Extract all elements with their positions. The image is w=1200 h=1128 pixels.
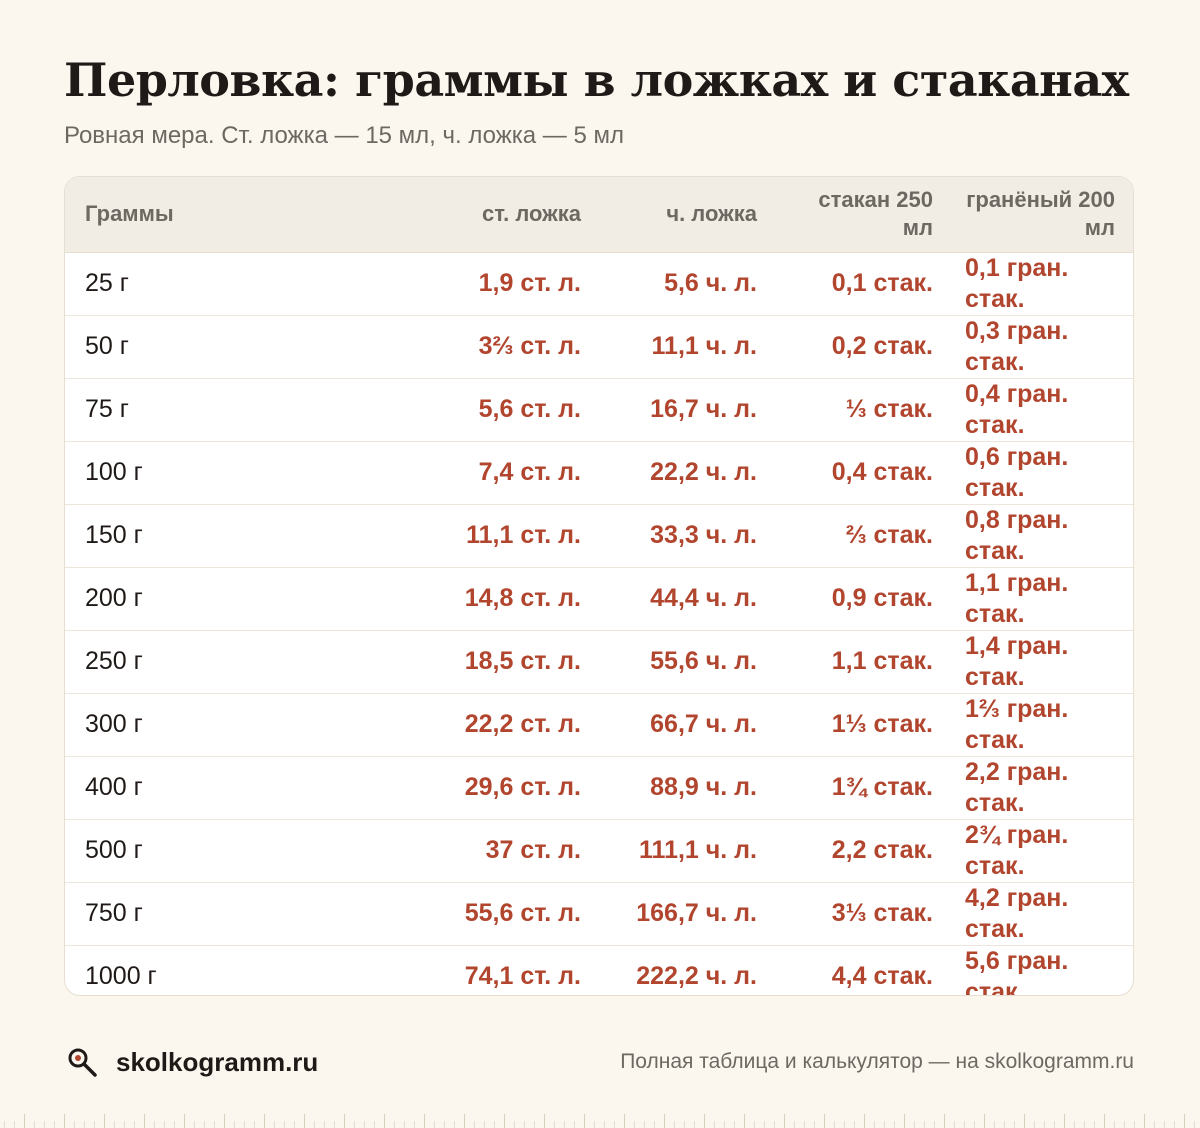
cell-glass-250: 0,4 стак. — [777, 440, 953, 504]
cell-faceted-glass-200: 0,8 гран. стак. — [953, 503, 1133, 567]
cell-teaspoon: 44,4 ч. л. — [601, 566, 777, 630]
table-row: 75 г 5,6 ст. л. 16,7 ч. л. ⅓ стак. 0,4 гран.… — [65, 377, 1133, 441]
page-subtitle: Ровная мера. Ст. ложка — 15 мл, ч. ложка… — [64, 122, 624, 149]
cell-teaspoon: 22,2 ч. л. — [601, 440, 777, 504]
cell-teaspoon: 222,2 ч. л. — [601, 944, 777, 995]
cell-grams: 25 г — [85, 269, 129, 297]
column-header-faceted-glass-200: гранёный 200 мл — [953, 177, 1133, 253]
cell-glass-250: 4,4 стак. — [777, 944, 953, 995]
cell-grams: 750 г — [65, 881, 365, 945]
cell-grams: 500 г — [65, 818, 365, 882]
cell-glass-250: 1¾ стак. — [777, 755, 953, 819]
cell-tablespoon: 1,9 ст. л. — [478, 269, 581, 297]
column-header-glass-250: стакан 250 мл — [777, 177, 953, 253]
cell-grams: 300 г — [65, 692, 365, 756]
cell-faceted-glass-200: 0,6 гран. стак. — [953, 440, 1133, 504]
footer-logo[interactable]: skolkogramm.ru — [64, 1042, 318, 1082]
cell-teaspoon: 55,6 ч. л. — [601, 629, 777, 693]
cell-grams: 75 г — [65, 377, 365, 441]
cell-glass-250: 0,1 стак. — [831, 269, 933, 297]
table-row: 100 г 7,4 ст. л. 22,2 ч. л. 0,4 стак. 0,6 гр… — [65, 440, 1133, 504]
table-row: 25 г 1,9 ст. л. 5,6 ч. л. 0,1 стак. 0,1 гран… — [65, 252, 1133, 315]
column-header-tablespoon: ст. ложка — [365, 177, 601, 253]
cell-tablespoon: 5,6 ст. л. — [365, 377, 601, 441]
table-row: 500 г 37 ст. л. 111,1 ч. л. 2,2 стак. 2¾ гра… — [65, 818, 1133, 882]
cell-teaspoon: 166,7 ч. л. — [601, 881, 777, 945]
conversion-table: Граммы ст. ложка ч. ложка стакан 250 мл … — [65, 177, 1133, 995]
cell-teaspoon: 33,3 ч. л. — [601, 503, 777, 567]
page-title: Перловка: граммы в ложках и стаканах — [64, 53, 1129, 107]
cell-faceted-glass-200: 0,3 гран. стак. — [953, 314, 1133, 378]
cell-grams: 250 г — [65, 629, 365, 693]
footer-note: Полная таблица и калькулятор — на skolko… — [620, 1050, 1134, 1073]
column-header-grams: Граммы — [65, 177, 365, 253]
cell-teaspoon: 16,7 ч. л. — [601, 377, 777, 441]
site-name[interactable]: skolkogramm.ru — [116, 1046, 319, 1077]
cell-grams: 50 г — [65, 314, 365, 378]
cell-grams: 150 г — [65, 503, 365, 567]
cell-tablespoon: 14,8 ст. л. — [365, 566, 601, 630]
cell-glass-250: ⅓ стак. — [777, 377, 953, 441]
cell-glass-250: 0,9 стак. — [777, 566, 953, 630]
cell-faceted-glass-200: 2,2 гран. стак. — [953, 755, 1133, 819]
cell-faceted-glass-200: 1⅔ гран. стак. — [953, 692, 1133, 756]
magnifier-icon — [68, 1048, 97, 1077]
column-header-teaspoon: ч. ложка — [601, 177, 777, 253]
cell-faceted-glass-200: 0,4 гран. стак. — [953, 377, 1133, 441]
cell-grams: 400 г — [65, 755, 365, 819]
table-body: 25 г 1,9 ст. л. 5,6 ч. л. 0,1 стак. 0,1 гран… — [65, 252, 1133, 995]
cell-grams: 1000 г — [65, 944, 365, 995]
table-row: 200 г 14,8 ст. л. 44,4 ч. л. 0,9 стак. 1,1 г… — [65, 566, 1133, 630]
table-header-row: Граммы ст. ложка ч. ложка стакан 250 мл … — [65, 177, 1133, 253]
cell-teaspoon: 111,1 ч. л. — [601, 818, 777, 882]
cell-faceted-glass-200: 1,4 гран. стак. — [953, 629, 1133, 693]
cell-glass-250: 0,2 стак. — [777, 314, 953, 378]
cell-tablespoon: 7,4 ст. л. — [365, 440, 601, 504]
table-row: 1000 г 74,1 ст. л. 222,2 ч. л. 4,4 стак. 5,6… — [65, 944, 1133, 995]
table-row: 50 г 3⅔ ст. л. 11,1 ч. л. 0,2 стак. 0,3 гран… — [65, 314, 1133, 378]
cell-faceted-glass-200: 0,1 гран. стак. — [965, 253, 1069, 313]
cell-teaspoon: 88,9 ч. л. — [601, 755, 777, 819]
cell-glass-250: ⅔ стак. — [777, 503, 953, 567]
cell-tablespoon: 74,1 ст. л. — [365, 944, 601, 995]
cell-tablespoon: 3⅔ ст. л. — [365, 314, 601, 378]
cell-faceted-glass-200: 5,6 гран. стак. — [953, 944, 1133, 995]
cell-teaspoon: 11,1 ч. л. — [601, 314, 777, 378]
cell-glass-250: 3⅓ стак. — [777, 881, 953, 945]
cell-glass-250: 1,1 стак. — [777, 629, 953, 693]
cell-grams: 100 г — [65, 440, 365, 504]
cell-glass-250: 1⅓ стак. — [777, 692, 953, 756]
cell-faceted-glass-200: 4,2 гран. стак. — [953, 881, 1133, 945]
cell-glass-250: 2,2 стак. — [777, 818, 953, 882]
cell-tablespoon: 29,6 ст. л. — [365, 755, 601, 819]
cell-faceted-glass-200: 1,1 гран. стак. — [953, 566, 1133, 630]
cell-tablespoon: 18,5 ст. л. — [365, 629, 601, 693]
table-row: 400 г 29,6 ст. л. 88,9 ч. л. 1¾ стак. 2,2 гр… — [65, 755, 1133, 819]
cell-tablespoon: 37 ст. л. — [365, 818, 601, 882]
cell-teaspoon: 66,7 ч. л. — [601, 692, 777, 756]
cell-tablespoon: 11,1 ст. л. — [365, 503, 601, 567]
table-row: 300 г 22,2 ст. л. 66,7 ч. л. 1⅓ стак. 1⅔ гра… — [65, 692, 1133, 756]
table-row: 750 г 55,6 ст. л. 166,7 ч. л. 3⅓ стак. 4,2 г… — [65, 881, 1133, 945]
cell-teaspoon: 5,6 ч. л. — [664, 269, 757, 297]
cell-faceted-glass-200: 2¾ гран. стак. — [953, 818, 1133, 882]
table-row: 150 г 11,1 ст. л. 33,3 ч. л. ⅔ стак. 0,8 гра… — [65, 503, 1133, 567]
table-row: 250 г 18,5 ст. л. 55,6 ч. л. 1,1 стак. 1,4 г… — [65, 629, 1133, 693]
cell-tablespoon: 22,2 ст. л. — [365, 692, 601, 756]
ruler-decoration — [0, 1108, 1200, 1128]
conversion-table-card: Граммы ст. ложка ч. ложка стакан 250 мл … — [64, 176, 1134, 996]
cell-tablespoon: 55,6 ст. л. — [365, 881, 601, 945]
cell-grams: 200 г — [65, 566, 365, 630]
